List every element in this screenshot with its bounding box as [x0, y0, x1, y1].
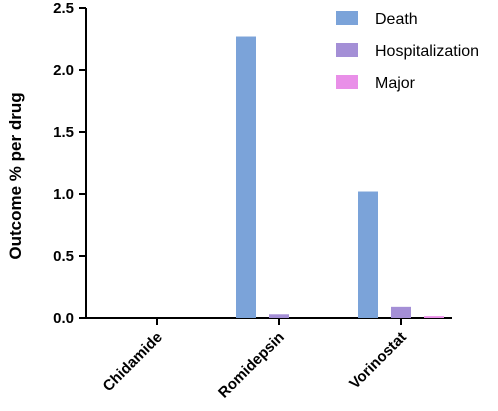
bars	[236, 36, 444, 319]
y-tick-label: 2.5	[53, 0, 74, 17]
bar-hospitalization-vorinostat	[391, 306, 411, 318]
legend-label-hospitalization: Hospitalization	[375, 43, 479, 60]
y-tick-label: 1.5	[53, 124, 74, 141]
bar-hospitalization-romidepsin	[269, 314, 289, 318]
y-tick-label: 2.0	[53, 62, 74, 79]
bar-death-vorinostat	[358, 191, 378, 318]
y-axis-title: Outcome % per drug	[6, 92, 25, 259]
y-tick-label: 0.5	[53, 248, 74, 265]
x-tick-label: Chidamide	[100, 329, 166, 395]
x-tick-label: Romidepsin	[215, 329, 288, 402]
legend-swatch-major	[336, 75, 358, 89]
legend-label-major: Major	[375, 75, 416, 92]
x-axis: Chidamide Romidepsin Vorinostat	[85, 317, 452, 402]
legend-swatch-death	[336, 11, 358, 25]
legend: Death Hospitalization Major	[336, 11, 479, 92]
x-tick-label: Vorinostat	[346, 329, 410, 393]
y-tick-label: 0.0	[53, 310, 74, 327]
legend-swatch-hospitalization	[336, 43, 358, 57]
bar-death-romidepsin	[236, 36, 256, 319]
bar-major-vorinostat	[424, 316, 444, 318]
y-tick-label: 1.0	[53, 186, 74, 203]
y-axis: 0.0 0.5 1.0 1.5 2.0 2.5	[53, 0, 87, 327]
legend-label-death: Death	[375, 11, 418, 28]
